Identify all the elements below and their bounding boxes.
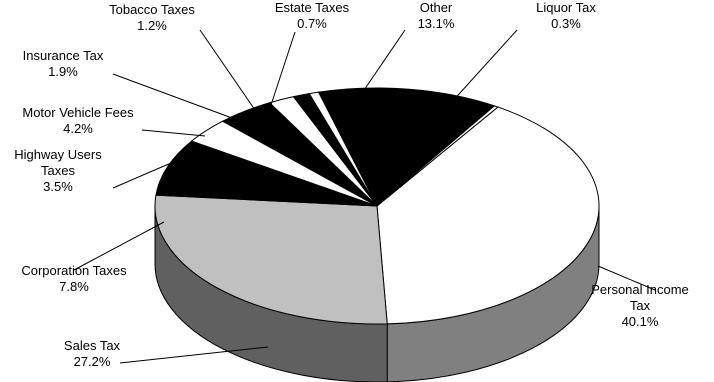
slice-label-8: Estate Taxes 0.7% [275,0,350,31]
slice-name: Sales Tax [64,338,121,353]
slice-label-10: Liquor Tax 0.3% [536,0,596,31]
slice-name: Highway Users [14,147,102,162]
slice-name: Tax [630,298,651,313]
pie-slice-9 [317,87,496,207]
pie-slice-2 [154,194,388,325]
leader-line-10 [449,29,518,105]
slice-label-9: Other 13.1% [418,0,455,31]
slice-name: Motor Vehicle Fees [22,105,134,120]
slice-percent: 7.8% [59,279,89,294]
slice-label-2: Sales Tax 27.2% [64,338,121,369]
slice-percent: 0.3% [551,16,581,31]
pie-top-faces [154,87,600,325]
slice-percent: 40.1% [622,314,659,329]
leader-line-6 [112,73,233,119]
slice-name: Other [420,0,453,15]
slice-name: Estate Taxes [275,0,350,15]
slice-percent: 3.5% [43,179,73,194]
pie-slice-3 [155,140,378,207]
slice-label-4: Highway Users Taxes 3.5% [14,147,102,194]
slice-label-3: Corporation Taxes 7.8% [21,263,127,294]
leader-line-2 [119,346,269,364]
leader-line-7 [199,29,256,111]
slice-percent: 1.2% [137,18,167,33]
slice-name: Insurance Tax [23,48,104,63]
slice-name: Tobacco Taxes [109,2,195,17]
slice-percent: 27.2% [74,354,111,369]
slice-label-6: Insurance Tax 1.9% [23,48,104,79]
leader-line-8 [269,31,296,109]
leader-line-3 [73,221,165,271]
slice-name: Liquor Tax [536,0,596,15]
pie-slice-10 [376,105,499,207]
slice-percent: 1.9% [48,64,78,79]
leader-line-4 [112,159,179,189]
slice-name: Personal Income [591,282,689,297]
slice-percent: 13.1% [418,16,455,31]
slice-label-5: Motor Vehicle Fees 4.2% [22,105,134,136]
slice-name: Taxes [41,163,75,178]
slice-percent: 4.2% [63,121,93,136]
slice-label-1: Personal Income Tax 40.1% [591,282,689,329]
slice-name: Corporation Taxes [21,263,127,278]
slice-percent: 0.7% [297,16,327,31]
pie-slice-1 [376,106,600,325]
leader-line-1 [597,265,656,291]
leader-line-5 [141,129,206,137]
pie-labels: Personal Income Tax 40.1% Sales Tax 27.2% Cor… [14,0,688,369]
leader-line-9 [359,29,406,97]
slice-label-7: Tobacco Taxes 1.2% [109,2,195,33]
